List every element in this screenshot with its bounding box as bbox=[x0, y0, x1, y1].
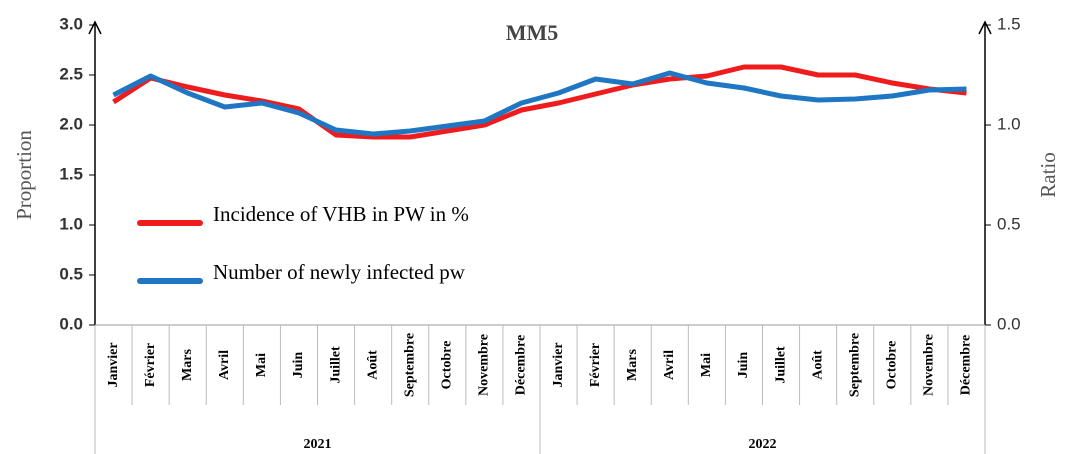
x-tick-label: Mai bbox=[699, 353, 714, 377]
x-tick-label: Janvier bbox=[106, 342, 121, 387]
x-tick-label: Octobre bbox=[885, 341, 900, 390]
x-tick-label: Juin bbox=[291, 352, 306, 379]
x-tick-label: Avril bbox=[662, 350, 677, 380]
y2-tick-label: 1.5 bbox=[997, 14, 1021, 33]
legend-label: Incidence of VHB in PW in % bbox=[213, 202, 469, 226]
x-tick-label: Août bbox=[365, 350, 380, 380]
y2-axis-arrow bbox=[978, 20, 992, 35]
x-tick-label: Juillet bbox=[328, 346, 343, 384]
chart-title: MM5 bbox=[506, 20, 559, 45]
x-tick-label: Juin bbox=[736, 352, 751, 379]
y2-tick-label: 1.0 bbox=[997, 114, 1021, 133]
x-tick-label: Janvier bbox=[551, 342, 566, 387]
group-label: 2021 bbox=[304, 437, 332, 452]
x-tick-label: Mars bbox=[625, 349, 640, 381]
y-tick-label: 0.5 bbox=[59, 264, 83, 283]
y-axis-arrow bbox=[88, 20, 102, 35]
y-tick-label: 3.0 bbox=[59, 14, 83, 33]
x-tick-label: Avril bbox=[217, 350, 232, 380]
series-line bbox=[112, 70, 967, 137]
y-axis-label: Proportion bbox=[12, 130, 36, 220]
x-tick-label: Mars bbox=[180, 349, 195, 381]
x-tick-label: Octobre bbox=[440, 341, 455, 390]
x-tick-label: Décembre bbox=[514, 335, 529, 395]
group-label: 2022 bbox=[749, 437, 777, 452]
x-tick-label: Décembre bbox=[959, 335, 974, 395]
x-tick-label: Juillet bbox=[773, 346, 788, 384]
y-tick-label: 0.0 bbox=[59, 314, 83, 333]
x-tick-label: Février bbox=[588, 343, 603, 387]
x-tick-label: Mai bbox=[254, 353, 269, 377]
series-line bbox=[112, 64, 967, 140]
x-tick-label: Février bbox=[143, 343, 158, 387]
x-tick-label: Septembre bbox=[402, 333, 417, 397]
x-tick-label: Novembre bbox=[922, 334, 937, 396]
y-tick-label: 2.5 bbox=[59, 64, 83, 83]
y2-axis-label: Ratio bbox=[1036, 152, 1060, 198]
y-tick-label: 2.0 bbox=[59, 114, 83, 133]
legend-label: Number of newly infected pw bbox=[213, 260, 466, 284]
y2-tick-label: 0.0 bbox=[997, 314, 1021, 333]
y-tick-label: 1.5 bbox=[59, 164, 83, 183]
x-tick-label: Août bbox=[810, 350, 825, 380]
y2-tick-label: 0.5 bbox=[997, 214, 1021, 233]
y-tick-label: 1.0 bbox=[59, 214, 83, 233]
x-tick-label: Septembre bbox=[847, 333, 862, 397]
x-tick-label: Novembre bbox=[477, 334, 492, 396]
